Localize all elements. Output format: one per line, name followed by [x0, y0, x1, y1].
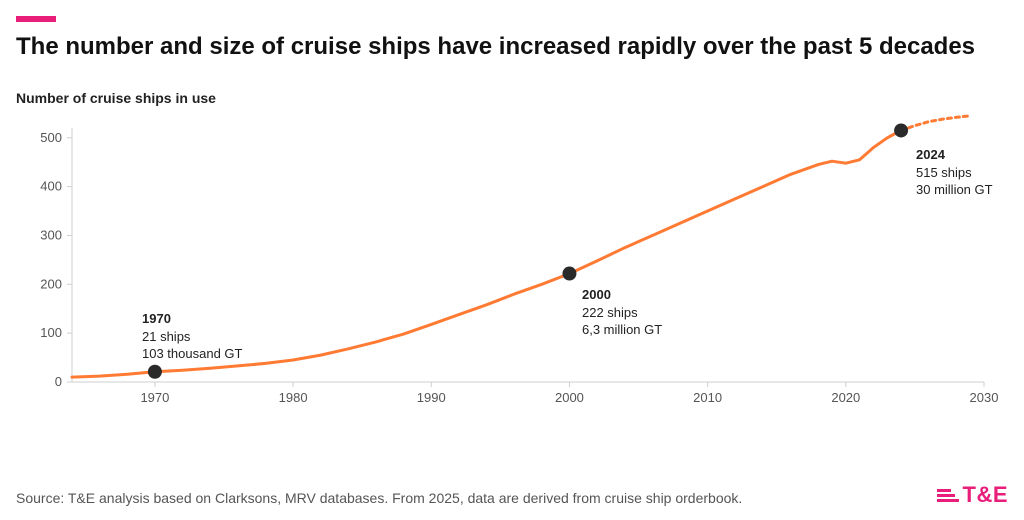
page-title: The number and size of cruise ships have… [16, 16, 1008, 62]
te-logo-bars-icon [937, 487, 959, 504]
svg-text:2020: 2020 [831, 390, 860, 405]
annotation-year: 1970 [142, 310, 242, 328]
page-root: The number and size of cruise ships have… [0, 16, 1024, 520]
annotation-line: 21 ships [142, 328, 242, 346]
svg-text:1980: 1980 [279, 390, 308, 405]
annotation-year: 2024 [916, 146, 993, 164]
te-logo-text: T&E [963, 482, 1009, 508]
svg-text:0: 0 [55, 374, 62, 389]
svg-text:2010: 2010 [693, 390, 722, 405]
svg-text:2000: 2000 [555, 390, 584, 405]
annotation-line: 30 million GT [916, 181, 993, 199]
line-chart: 0 100 200 300 400 500 1970 1980 1990 2000 2010 2020… [16, 110, 1008, 410]
te-logo: T&E [937, 482, 1009, 508]
accent-bar [16, 16, 56, 22]
annotation-year: 2000 [582, 286, 662, 304]
svg-text:1970: 1970 [140, 390, 169, 405]
svg-text:400: 400 [40, 179, 62, 194]
annotation-line: 103 thousand GT [142, 345, 242, 363]
annotation-line: 6,3 million GT [582, 321, 662, 339]
svg-text:1990: 1990 [417, 390, 446, 405]
footer: Source: T&E analysis based on Clarksons,… [16, 482, 1008, 508]
source-text: Source: T&E analysis based on Clarksons,… [16, 489, 742, 508]
chart-subtitle: Number of cruise ships in use [16, 90, 1008, 106]
annotation-line: 515 ships [916, 164, 993, 182]
svg-text:500: 500 [40, 130, 62, 145]
svg-text:2030: 2030 [970, 390, 999, 405]
chart-area: 0 100 200 300 400 500 1970 1980 1990 2000 2010 2020… [16, 110, 1008, 410]
svg-text:300: 300 [40, 228, 62, 243]
annotation-line: 222 ships [582, 304, 662, 322]
svg-text:200: 200 [40, 276, 62, 291]
annotation-2024: 2024515 ships30 million GT [916, 146, 993, 199]
annotation-1970: 197021 ships103 thousand GT [142, 310, 242, 363]
annotation-2000: 2000222 ships6,3 million GT [582, 286, 662, 339]
svg-text:100: 100 [40, 325, 62, 340]
